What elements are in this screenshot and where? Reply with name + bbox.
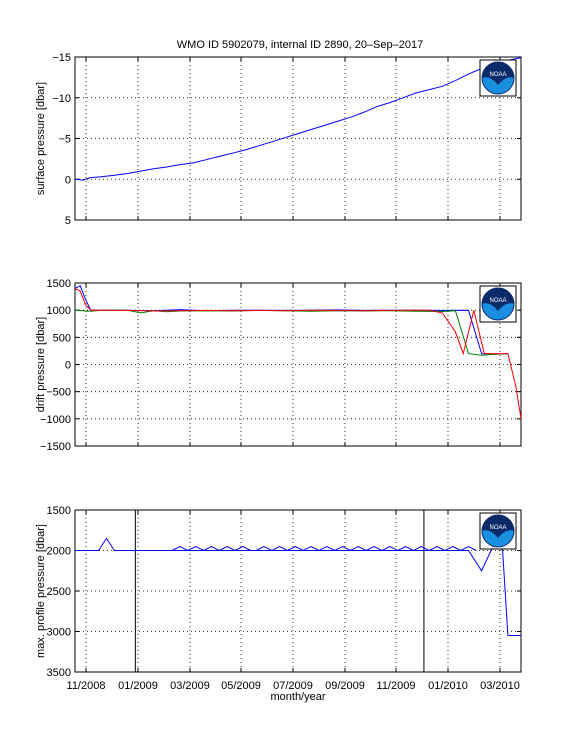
noaa-logo: NOAA xyxy=(479,512,517,550)
logo-bird xyxy=(482,515,514,538)
x-tick-label: 03/2009 xyxy=(170,680,210,692)
subplot-2: −1500 −1000 −500 0 500 1000 1500 drift pressure… xyxy=(35,278,522,453)
logo-text: NOAA xyxy=(489,525,506,531)
y-tick-label: −15 xyxy=(52,52,71,64)
y-tick-label: 2000 xyxy=(47,546,71,558)
y-axis-label: surface pressure [dbar] xyxy=(35,82,47,195)
axes-box xyxy=(74,509,522,673)
series-line-blue xyxy=(171,545,252,552)
y-tick-label: 1000 xyxy=(47,305,71,317)
y-tick-label: 3000 xyxy=(47,627,71,639)
y-tick-label: 0 xyxy=(65,360,71,372)
y-axis-label: drift pressure [dbar] xyxy=(35,317,47,412)
grid xyxy=(75,283,521,446)
series-line-blue xyxy=(75,57,521,181)
y-tick-label: 5 xyxy=(65,215,71,227)
y-tick-label: −1500 xyxy=(40,441,71,453)
x-tick-label: 07/2009 xyxy=(273,680,313,692)
x-tick-label: 05/2009 xyxy=(221,680,261,692)
x-tick-label: 11/2008 xyxy=(67,680,106,692)
y-tick-label: 0 xyxy=(65,174,71,186)
series-line-green xyxy=(75,309,508,356)
x-tick-label: 11/2009 xyxy=(377,680,416,692)
noaa-logo: NOAA xyxy=(479,59,517,97)
noaa-logo: NOAA xyxy=(479,285,517,323)
y-tick-label: −1000 xyxy=(40,414,71,426)
subplot-1: 5 0 −5 −10 −15 surface pressure [dbar] NOAA xyxy=(35,52,522,227)
grid xyxy=(75,510,521,672)
x-tick-label: 09/2009 xyxy=(325,680,365,692)
x-axis-label: month/year xyxy=(270,691,325,703)
x-tick-label: 01/2009 xyxy=(118,680,158,692)
y-tick-label: 3500 xyxy=(47,667,71,679)
series-line-blue xyxy=(75,537,521,636)
x-tick-label: 03/2010 xyxy=(480,680,520,692)
y-tick-label: 1500 xyxy=(47,505,71,517)
y-tick-label: −5 xyxy=(58,134,71,146)
logo-bird xyxy=(482,288,514,311)
y-axis-label: max. profile pressure [dbar] xyxy=(35,524,47,658)
logo-text: NOAA xyxy=(489,72,506,78)
logo-text: NOAA xyxy=(489,298,506,304)
y-tick-label: −10 xyxy=(52,93,71,105)
x-tick-label: 01/2010 xyxy=(428,680,468,692)
y-tick-label: 500 xyxy=(53,332,71,344)
y-tick-label: −500 xyxy=(46,387,71,399)
axes-box xyxy=(74,282,522,447)
series-line-blue xyxy=(255,545,477,552)
y-tick-label: 2500 xyxy=(47,586,71,598)
logo-bird xyxy=(482,62,514,85)
y-tick-label: 1500 xyxy=(47,278,71,290)
figure-title: WMO ID 5902079, internal ID 2890, 20–Sep… xyxy=(177,39,423,51)
series-line-blue xyxy=(75,284,508,355)
series-line-red xyxy=(75,287,521,419)
